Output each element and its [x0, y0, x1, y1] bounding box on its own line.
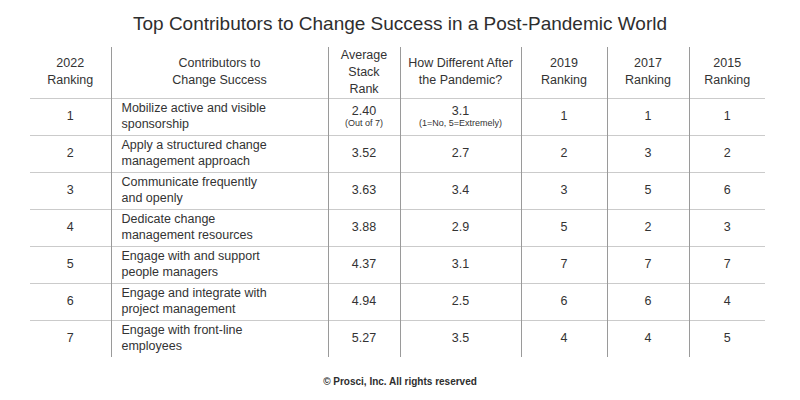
cell-contributor: Dedicate change management resources — [111, 209, 328, 246]
cell-how-different: 2.9 — [400, 209, 521, 246]
how-different-value: 3.1 — [407, 104, 515, 118]
average-stack-rank-value: 3.88 — [335, 220, 394, 234]
cell-2015-ranking: 5 — [689, 320, 765, 357]
cell-how-different: 3.1 (1=No, 5=Extremely) — [400, 98, 521, 135]
column-header-2017-ranking: 2017 Ranking — [607, 47, 689, 98]
how-different-value: 3.4 — [407, 183, 515, 197]
average-stack-rank-note: (Out of 7) — [335, 118, 394, 129]
average-stack-rank-value: 4.94 — [335, 294, 394, 308]
cell-contributor: Communicate frequently and openly — [111, 172, 328, 209]
cell-contributor: Engage and integrate with project manage… — [111, 283, 328, 320]
cell-how-different: 3.5 — [400, 320, 521, 357]
column-header-how-different: How Different After the Pandemic? — [400, 47, 521, 98]
cell-average-stack-rank: 5.27 — [328, 320, 400, 357]
how-different-value: 2.9 — [407, 220, 515, 234]
cell-2022-ranking: 3 — [30, 172, 111, 209]
cell-2019-ranking: 6 — [521, 283, 607, 320]
cell-average-stack-rank: 4.37 — [328, 246, 400, 283]
table-row: 7 Engage with front-line employees 5.27 … — [30, 320, 765, 357]
column-header-2022-ranking: 2022 Ranking — [30, 47, 111, 98]
how-different-value: 2.5 — [407, 294, 515, 308]
cell-how-different: 2.7 — [400, 135, 521, 172]
cell-2017-ranking: 5 — [607, 172, 689, 209]
column-header-contributors: Contributors to Change Success — [111, 47, 328, 98]
cell-2022-ranking: 5 — [30, 246, 111, 283]
cell-2015-ranking: 6 — [689, 172, 765, 209]
cell-how-different: 3.4 — [400, 172, 521, 209]
cell-2017-ranking: 6 — [607, 283, 689, 320]
column-header-2019-ranking: 2019 Ranking — [521, 47, 607, 98]
cell-contributor: Apply a structured change management app… — [111, 135, 328, 172]
cell-2017-ranking: 7 — [607, 246, 689, 283]
average-stack-rank-value: 2.40 — [335, 104, 394, 118]
table-body: 1 Mobilize active and visible sponsorshi… — [30, 98, 765, 357]
cell-average-stack-rank: 3.88 — [328, 209, 400, 246]
cell-2015-ranking: 3 — [689, 209, 765, 246]
cell-how-different: 3.1 — [400, 246, 521, 283]
cell-how-different: 2.5 — [400, 283, 521, 320]
cell-2015-ranking: 2 — [689, 135, 765, 172]
cell-2017-ranking: 3 — [607, 135, 689, 172]
table-row: 5 Engage with and support people manager… — [30, 246, 765, 283]
average-stack-rank-value: 3.63 — [335, 183, 394, 197]
table-row: 1 Mobilize active and visible sponsorshi… — [30, 98, 765, 135]
cell-2019-ranking: 4 — [521, 320, 607, 357]
cell-contributor: Engage with front-line employees — [111, 320, 328, 357]
cell-2015-ranking: 4 — [689, 283, 765, 320]
copyright-text: © Prosci, Inc. All rights reserved — [0, 376, 800, 387]
column-header-average-stack-rank: Average Stack Rank — [328, 47, 400, 98]
table-row: 6 Engage and integrate with project mana… — [30, 283, 765, 320]
cell-contributor: Engage with and support people managers — [111, 246, 328, 283]
table-header: 2022 Ranking Contributors to Change Succ… — [30, 47, 765, 98]
cell-contributor: Mobilize active and visible sponsorship — [111, 98, 328, 135]
table-row: 4 Dedicate change management resources 3… — [30, 209, 765, 246]
average-stack-rank-value: 5.27 — [335, 331, 394, 345]
cell-2019-ranking: 5 — [521, 209, 607, 246]
cell-2022-ranking: 4 — [30, 209, 111, 246]
cell-2019-ranking: 7 — [521, 246, 607, 283]
header-row: 2022 Ranking Contributors to Change Succ… — [30, 47, 765, 98]
how-different-value: 3.1 — [407, 257, 515, 271]
cell-2022-ranking: 1 — [30, 98, 111, 135]
average-stack-rank-value: 3.52 — [335, 146, 394, 160]
average-stack-rank-value: 4.37 — [335, 257, 394, 271]
cell-2017-ranking: 4 — [607, 320, 689, 357]
contributors-table: 2022 Ranking Contributors to Change Succ… — [30, 47, 765, 357]
cell-2022-ranking: 7 — [30, 320, 111, 357]
cell-average-stack-rank: 2.40 (Out of 7) — [328, 98, 400, 135]
cell-average-stack-rank: 4.94 — [328, 283, 400, 320]
table-row: 3 Communicate frequently and openly 3.63… — [30, 172, 765, 209]
how-different-note: (1=No, 5=Extremely) — [407, 118, 515, 129]
cell-2015-ranking: 1 — [689, 98, 765, 135]
cell-average-stack-rank: 3.63 — [328, 172, 400, 209]
cell-2019-ranking: 2 — [521, 135, 607, 172]
cell-2022-ranking: 6 — [30, 283, 111, 320]
column-header-2015-ranking: 2015 Ranking — [689, 47, 765, 98]
table-row: 2 Apply a structured change management a… — [30, 135, 765, 172]
cell-2022-ranking: 2 — [30, 135, 111, 172]
figure-title: Top Contributors to Change Success in a … — [0, 13, 800, 35]
cell-2017-ranking: 1 — [607, 98, 689, 135]
cell-2015-ranking: 7 — [689, 246, 765, 283]
cell-average-stack-rank: 3.52 — [328, 135, 400, 172]
how-different-value: 3.5 — [407, 331, 515, 345]
cell-2019-ranking: 1 — [521, 98, 607, 135]
cell-2019-ranking: 3 — [521, 172, 607, 209]
how-different-value: 2.7 — [407, 146, 515, 160]
cell-2017-ranking: 2 — [607, 209, 689, 246]
